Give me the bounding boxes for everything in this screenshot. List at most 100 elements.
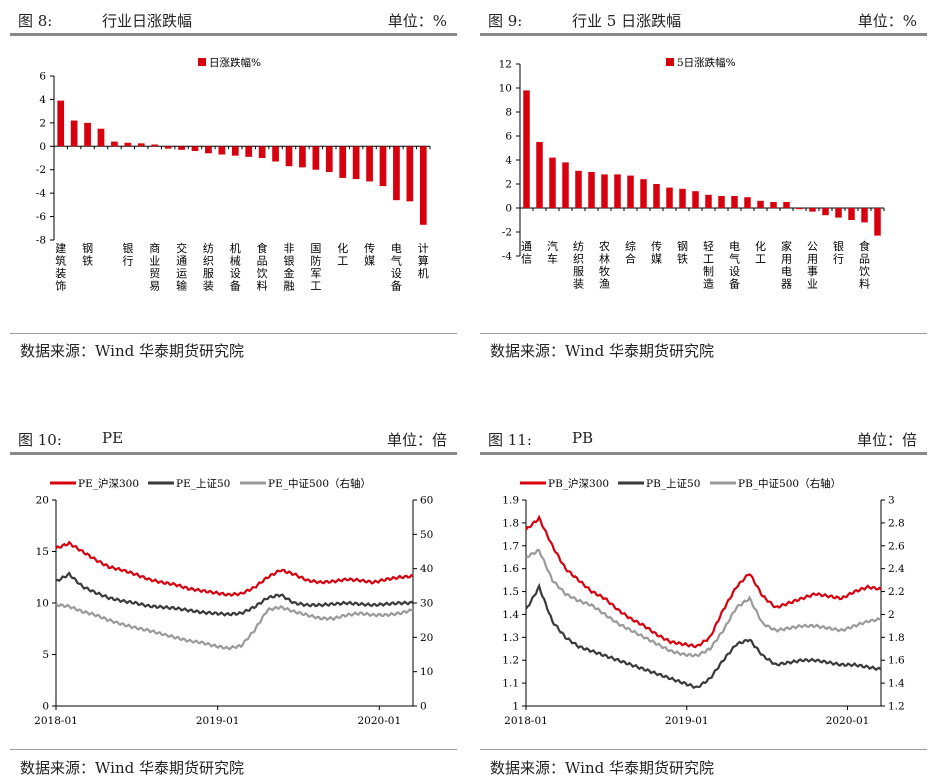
x-category-label: 食品饮料 bbox=[859, 239, 870, 291]
bar bbox=[258, 146, 266, 158]
y-tick-label: -2 bbox=[36, 164, 46, 176]
bar bbox=[705, 194, 712, 208]
right-y-tick-label: 1.2 bbox=[888, 701, 905, 713]
bar bbox=[272, 146, 279, 162]
bar bbox=[809, 208, 816, 212]
right-y-tick-label: 10 bbox=[420, 666, 433, 678]
bar bbox=[84, 122, 91, 147]
left-y-tick-label: 20 bbox=[36, 495, 49, 507]
x-category-label: 建筑装饰 bbox=[55, 241, 66, 293]
x-category-label: 交通运输 bbox=[176, 241, 187, 293]
y-tick-label: 0 bbox=[505, 203, 512, 215]
bar bbox=[575, 170, 582, 208]
figure-number: 图 10: bbox=[18, 431, 62, 449]
bar bbox=[70, 120, 78, 147]
x-category-label: 银行 bbox=[833, 239, 844, 266]
footer-rule bbox=[10, 333, 457, 334]
figure-header: 图 10: PE 单位：倍 bbox=[10, 425, 457, 451]
bar bbox=[178, 146, 185, 150]
header-rule bbox=[10, 33, 457, 36]
y-tick-label: 2 bbox=[505, 179, 512, 191]
x-category-label: 钢铁 bbox=[677, 240, 688, 266]
bar bbox=[783, 202, 790, 208]
right-y-tick-label: 20 bbox=[420, 632, 433, 644]
bar bbox=[352, 146, 360, 180]
bar bbox=[124, 142, 132, 147]
right-y-tick-label: 1.6 bbox=[888, 655, 905, 667]
header-rule bbox=[480, 452, 927, 455]
x-category-label: 轻工制造 bbox=[703, 239, 714, 291]
x-category-label: 电气设备 bbox=[391, 242, 402, 293]
series-line bbox=[525, 548, 882, 658]
bar bbox=[536, 142, 543, 208]
bar bbox=[627, 175, 634, 208]
bar bbox=[325, 146, 333, 173]
bar bbox=[588, 172, 595, 208]
bar bbox=[796, 208, 803, 210]
left-y-tick-label: 1.6 bbox=[502, 563, 519, 575]
x-category-label: 食品饮料 bbox=[257, 241, 268, 293]
figure-8-panel: 图 8: 行业日涨跌幅 单位：% -8 -6 -4 -2 0 2 4 6 建筑装饰 钢铁 银行 商业贸… bbox=[10, 6, 457, 376]
y-tick-label: -4 bbox=[36, 188, 47, 200]
y-tick-label: 4 bbox=[505, 155, 512, 167]
bar bbox=[151, 144, 159, 147]
bar bbox=[640, 179, 647, 208]
figure-11-panel: 图 11: PB 单位：倍 1 1.1 1.2 1.3 1.4 1.5 1.6 1.7 1.8 1… bbox=[480, 425, 927, 783]
x-category-label: 计算机 bbox=[418, 242, 429, 280]
x-category-label: 纺织服装 bbox=[573, 239, 584, 291]
bar bbox=[57, 100, 65, 147]
y-tick-label: 6 bbox=[505, 131, 512, 143]
bar bbox=[164, 146, 172, 149]
x-tick-label: 2020-01 bbox=[358, 715, 402, 727]
y-tick-label: 8 bbox=[505, 107, 512, 119]
pe-line-chart: 0 5 10 15 20 0 10 20 30 40 50 60 2018-01 2019-01 2020-… bbox=[34, 477, 433, 727]
bar bbox=[653, 184, 660, 208]
y-tick-label: -2 bbox=[502, 227, 512, 239]
bar bbox=[601, 174, 608, 208]
figure-title: 行业 5 日涨跌幅 bbox=[572, 12, 682, 30]
left-y-tick-label: 1.4 bbox=[502, 609, 519, 621]
header-rule bbox=[10, 452, 457, 455]
left-y-tick-label: 5 bbox=[42, 649, 49, 661]
bar bbox=[614, 174, 621, 208]
x-category-label: 农林牧渔 bbox=[599, 239, 610, 291]
bar bbox=[97, 128, 105, 147]
bar bbox=[874, 208, 881, 236]
bar bbox=[861, 208, 868, 223]
x-tick-label: 2019-01 bbox=[665, 715, 709, 727]
figure-header: 图 11: PB 单位：倍 bbox=[480, 425, 927, 451]
right-y-tick-label: 2.8 bbox=[888, 517, 905, 529]
bar bbox=[299, 146, 306, 168]
y-tick-label: 10 bbox=[499, 83, 512, 95]
bar bbox=[406, 146, 414, 202]
legend-label: PE_上证50 bbox=[176, 478, 230, 490]
figure-title: PB bbox=[572, 429, 594, 447]
x-tick-label: 2020-01 bbox=[826, 715, 870, 727]
legend-swatch bbox=[198, 58, 206, 66]
x-category-label: 电气设备 bbox=[729, 240, 740, 291]
figure-9-panel: 图 9: 行业 5 日涨跌幅 单位：% -4 -2 0 2 4 6 8 10 12 通信 汽车 纺织服… bbox=[480, 6, 927, 376]
bar bbox=[419, 146, 427, 225]
y-tick-label: -8 bbox=[36, 235, 46, 247]
x-tick-label: 2018-01 bbox=[504, 715, 548, 727]
series-line bbox=[55, 602, 414, 651]
bar bbox=[549, 157, 556, 208]
figure-header: 图 8: 行业日涨跌幅 单位：% bbox=[10, 6, 457, 32]
x-category-label: 国防军工 bbox=[310, 242, 321, 293]
bar bbox=[393, 146, 400, 201]
legend-label: PB_中证500（右轴） bbox=[738, 477, 841, 490]
bar bbox=[744, 197, 751, 208]
bar bbox=[205, 146, 212, 154]
x-category-label: 汽车 bbox=[547, 239, 558, 266]
legend-label: 5日涨跌幅% bbox=[677, 56, 736, 69]
figure-title: 行业日涨跌幅 bbox=[102, 12, 193, 30]
x-category-label: 公用事业 bbox=[807, 240, 818, 291]
bar bbox=[366, 146, 373, 182]
left-y-tick-label: 1.2 bbox=[502, 655, 519, 667]
x-category-label: 传媒 bbox=[364, 242, 375, 268]
right-y-tick-label: 2.2 bbox=[888, 586, 905, 598]
right-y-tick-label: 2.4 bbox=[888, 563, 905, 575]
x-category-label: 综合 bbox=[625, 239, 636, 266]
y-tick-label: -4 bbox=[502, 251, 513, 263]
